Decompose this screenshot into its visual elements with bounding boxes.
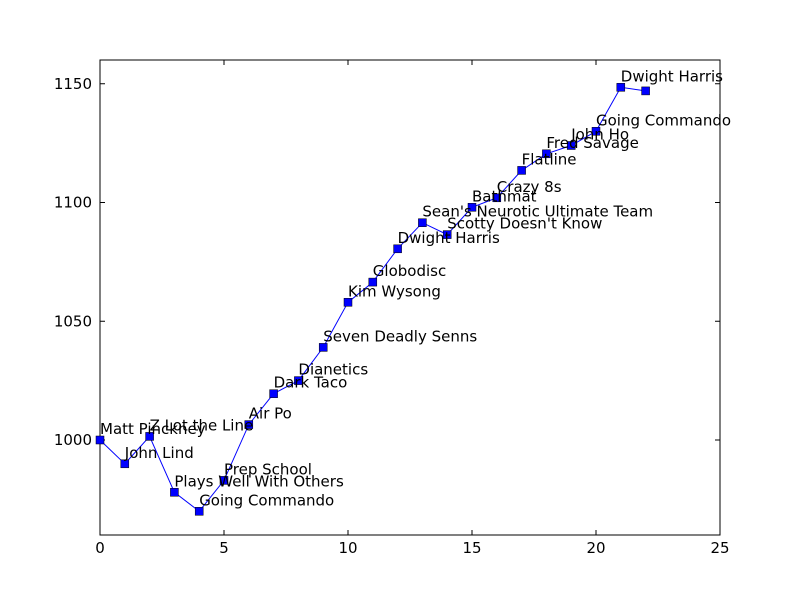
data-point-label: Fred Savage [546, 134, 638, 152]
data-point-marker [418, 218, 427, 227]
data-point-label: Sean's Neurotic Ultimate Team [422, 203, 653, 221]
data-point-marker [145, 432, 154, 441]
data-point-label: Dwight Harris [398, 229, 500, 247]
data-point-label: John Ho [570, 126, 629, 144]
data-point-marker [343, 298, 353, 307]
data-point-marker [120, 459, 130, 469]
data-point-marker [244, 420, 254, 429]
data-point-label: Seven Deadly Senns [323, 327, 477, 345]
x-tick-label: 15 [462, 539, 481, 557]
data-point-marker [566, 141, 576, 150]
point-labels: Matt Pinckney John Lind Z Lot the Line Play… [100, 67, 731, 509]
y-tick-label: 1000 [54, 431, 92, 449]
data-point-marker [616, 83, 626, 92]
data-point-marker [368, 277, 378, 287]
data-point-marker [269, 389, 278, 398]
data-point-label: Z Lot the Line [150, 416, 254, 434]
data-point-label: Scotty Doesn't Know [447, 215, 602, 233]
data-point-label: Crazy 8s [497, 178, 562, 196]
data-point-marker [492, 193, 502, 203]
y-tick-label: 1150 [54, 75, 92, 93]
plot-frame [99, 59, 721, 536]
data-point-marker [517, 166, 526, 175]
data-point-marker [170, 488, 179, 497]
x-tick-label: 0 [95, 539, 105, 557]
data-point-label: Dianetics [298, 361, 368, 379]
data-point-label: Kim Wysong [348, 282, 441, 300]
data-point-label: Plays Well With Others [174, 472, 344, 490]
data-point-marker [542, 149, 551, 159]
data-point-label: Bathmat [472, 187, 537, 205]
data-point-marker [318, 343, 328, 352]
data-point-marker [442, 230, 452, 239]
data-point-label: Globodisc [373, 262, 446, 280]
data-point-label: Air Po [249, 405, 292, 423]
x-tick-label: 20 [586, 539, 605, 557]
data-point-label: Dark Taco [274, 374, 348, 392]
x-tick-label: 10 [338, 539, 357, 557]
data-point-label: Going Commando [596, 111, 731, 129]
series-layer [95, 83, 650, 516]
data-point-label: Flatline [522, 150, 577, 168]
data-point-marker [641, 86, 650, 96]
data-point-label: John Lind [124, 444, 194, 462]
y-tick-label: 1050 [54, 312, 92, 330]
x-tick-label: 25 [710, 539, 729, 557]
data-point-marker [219, 476, 229, 485]
data-point-label: Prep School [224, 460, 312, 478]
axes: 0 5 10 15 20 25 1000 1050 1100 1150 [54, 59, 730, 557]
data-point-marker [194, 507, 204, 516]
data-point-marker [95, 435, 105, 445]
data-point-label: Matt Pinckney [100, 420, 206, 438]
data-point-marker [591, 127, 601, 136]
x-tick-label: 5 [219, 539, 229, 557]
data-point-marker [467, 203, 477, 212]
y-tick-label: 1100 [54, 194, 92, 212]
data-point-label: Going Commando [199, 491, 334, 509]
data-point-label: Dwight Harris [621, 67, 723, 85]
data-point-marker [294, 376, 303, 385]
data-point-marker [393, 244, 402, 254]
